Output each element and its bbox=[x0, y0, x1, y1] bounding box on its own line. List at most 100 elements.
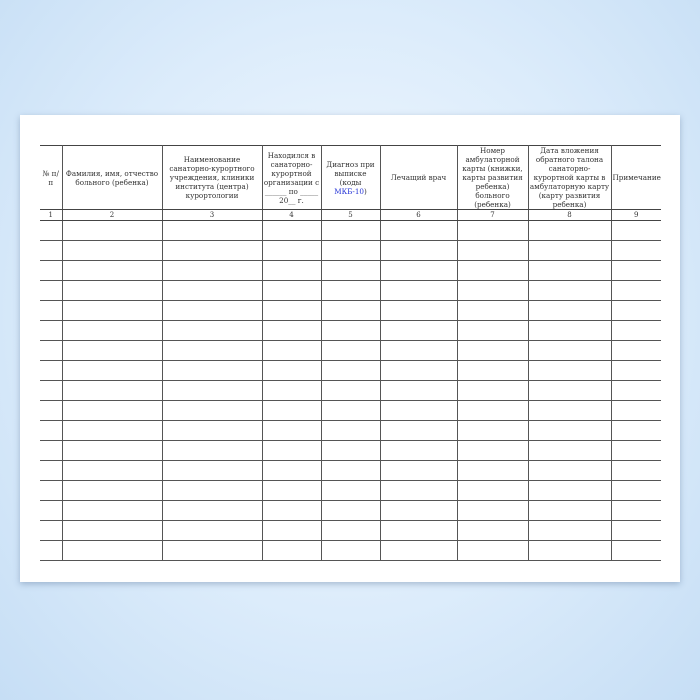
empty-cell[interactable] bbox=[456, 340, 529, 361]
empty-cell[interactable] bbox=[261, 260, 322, 281]
empty-cell[interactable] bbox=[379, 420, 458, 441]
empty-cell[interactable] bbox=[40, 220, 63, 241]
empty-cell[interactable] bbox=[61, 520, 163, 541]
empty-cell[interactable] bbox=[456, 500, 529, 521]
empty-cell[interactable] bbox=[610, 340, 661, 361]
empty-cell[interactable] bbox=[161, 380, 263, 401]
empty-cell[interactable] bbox=[320, 220, 381, 241]
empty-cell[interactable] bbox=[527, 380, 612, 401]
empty-cell[interactable] bbox=[379, 540, 458, 561]
empty-cell[interactable] bbox=[40, 300, 63, 321]
empty-cell[interactable] bbox=[161, 440, 263, 461]
empty-cell[interactable] bbox=[379, 520, 458, 541]
empty-cell[interactable] bbox=[527, 540, 612, 561]
empty-cell[interactable] bbox=[161, 360, 263, 381]
empty-cell[interactable] bbox=[379, 240, 458, 261]
empty-cell[interactable] bbox=[379, 320, 458, 341]
mkb-link[interactable]: МКБ-10 bbox=[334, 186, 364, 196]
empty-cell[interactable] bbox=[610, 380, 661, 401]
empty-cell[interactable] bbox=[527, 420, 612, 441]
empty-cell[interactable] bbox=[456, 520, 529, 541]
empty-cell[interactable] bbox=[379, 480, 458, 501]
empty-cell[interactable] bbox=[527, 520, 612, 541]
empty-cell[interactable] bbox=[261, 500, 322, 521]
empty-cell[interactable] bbox=[61, 400, 163, 421]
empty-cell[interactable] bbox=[40, 280, 63, 301]
empty-cell[interactable] bbox=[320, 460, 381, 481]
empty-cell[interactable] bbox=[40, 260, 63, 281]
empty-cell[interactable] bbox=[610, 280, 661, 301]
empty-cell[interactable] bbox=[320, 520, 381, 541]
empty-cell[interactable] bbox=[161, 540, 263, 561]
empty-cell[interactable] bbox=[379, 360, 458, 381]
empty-cell[interactable] bbox=[527, 400, 612, 421]
empty-cell[interactable] bbox=[61, 280, 163, 301]
empty-cell[interactable] bbox=[61, 440, 163, 461]
empty-cell[interactable] bbox=[527, 500, 612, 521]
empty-cell[interactable] bbox=[379, 220, 458, 241]
empty-cell[interactable] bbox=[456, 240, 529, 261]
empty-cell[interactable] bbox=[610, 360, 661, 381]
empty-cell[interactable] bbox=[456, 380, 529, 401]
empty-cell[interactable] bbox=[61, 360, 163, 381]
empty-cell[interactable] bbox=[379, 500, 458, 521]
empty-cell[interactable] bbox=[610, 500, 661, 521]
empty-cell[interactable] bbox=[456, 460, 529, 481]
empty-cell[interactable] bbox=[320, 260, 381, 281]
empty-cell[interactable] bbox=[320, 280, 381, 301]
empty-cell[interactable] bbox=[40, 320, 63, 341]
empty-cell[interactable] bbox=[320, 380, 381, 401]
empty-cell[interactable] bbox=[40, 500, 63, 521]
empty-cell[interactable] bbox=[610, 240, 661, 261]
empty-cell[interactable] bbox=[610, 220, 661, 241]
empty-cell[interactable] bbox=[161, 260, 263, 281]
empty-cell[interactable] bbox=[61, 500, 163, 521]
empty-cell[interactable] bbox=[61, 380, 163, 401]
empty-cell[interactable] bbox=[610, 420, 661, 441]
empty-cell[interactable] bbox=[261, 380, 322, 401]
empty-cell[interactable] bbox=[456, 440, 529, 461]
empty-cell[interactable] bbox=[261, 360, 322, 381]
empty-cell[interactable] bbox=[40, 380, 63, 401]
empty-cell[interactable] bbox=[161, 400, 263, 421]
empty-cell[interactable] bbox=[261, 520, 322, 541]
empty-cell[interactable] bbox=[610, 260, 661, 281]
empty-cell[interactable] bbox=[61, 260, 163, 281]
empty-cell[interactable] bbox=[61, 420, 163, 441]
empty-cell[interactable] bbox=[456, 360, 529, 381]
empty-cell[interactable] bbox=[40, 240, 63, 261]
empty-cell[interactable] bbox=[261, 320, 322, 341]
empty-cell[interactable] bbox=[161, 220, 263, 241]
empty-cell[interactable] bbox=[456, 420, 529, 441]
empty-cell[interactable] bbox=[40, 420, 63, 441]
empty-cell[interactable] bbox=[456, 320, 529, 341]
empty-cell[interactable] bbox=[527, 300, 612, 321]
empty-cell[interactable] bbox=[61, 540, 163, 561]
empty-cell[interactable] bbox=[320, 360, 381, 381]
empty-cell[interactable] bbox=[527, 280, 612, 301]
empty-cell[interactable] bbox=[527, 340, 612, 361]
empty-cell[interactable] bbox=[610, 520, 661, 541]
empty-cell[interactable] bbox=[527, 440, 612, 461]
empty-cell[interactable] bbox=[261, 220, 322, 241]
empty-cell[interactable] bbox=[379, 400, 458, 421]
empty-cell[interactable] bbox=[40, 340, 63, 361]
empty-cell[interactable] bbox=[161, 500, 263, 521]
empty-cell[interactable] bbox=[320, 340, 381, 361]
empty-cell[interactable] bbox=[456, 280, 529, 301]
empty-cell[interactable] bbox=[40, 400, 63, 421]
empty-cell[interactable] bbox=[610, 540, 661, 561]
empty-cell[interactable] bbox=[610, 320, 661, 341]
empty-cell[interactable] bbox=[456, 220, 529, 241]
empty-cell[interactable] bbox=[40, 480, 63, 501]
empty-cell[interactable] bbox=[261, 400, 322, 421]
empty-cell[interactable] bbox=[40, 440, 63, 461]
empty-cell[interactable] bbox=[456, 540, 529, 561]
empty-cell[interactable] bbox=[456, 260, 529, 281]
empty-cell[interactable] bbox=[610, 300, 661, 321]
empty-cell[interactable] bbox=[379, 260, 458, 281]
empty-cell[interactable] bbox=[379, 340, 458, 361]
empty-cell[interactable] bbox=[161, 520, 263, 541]
empty-cell[interactable] bbox=[161, 240, 263, 261]
empty-cell[interactable] bbox=[610, 460, 661, 481]
